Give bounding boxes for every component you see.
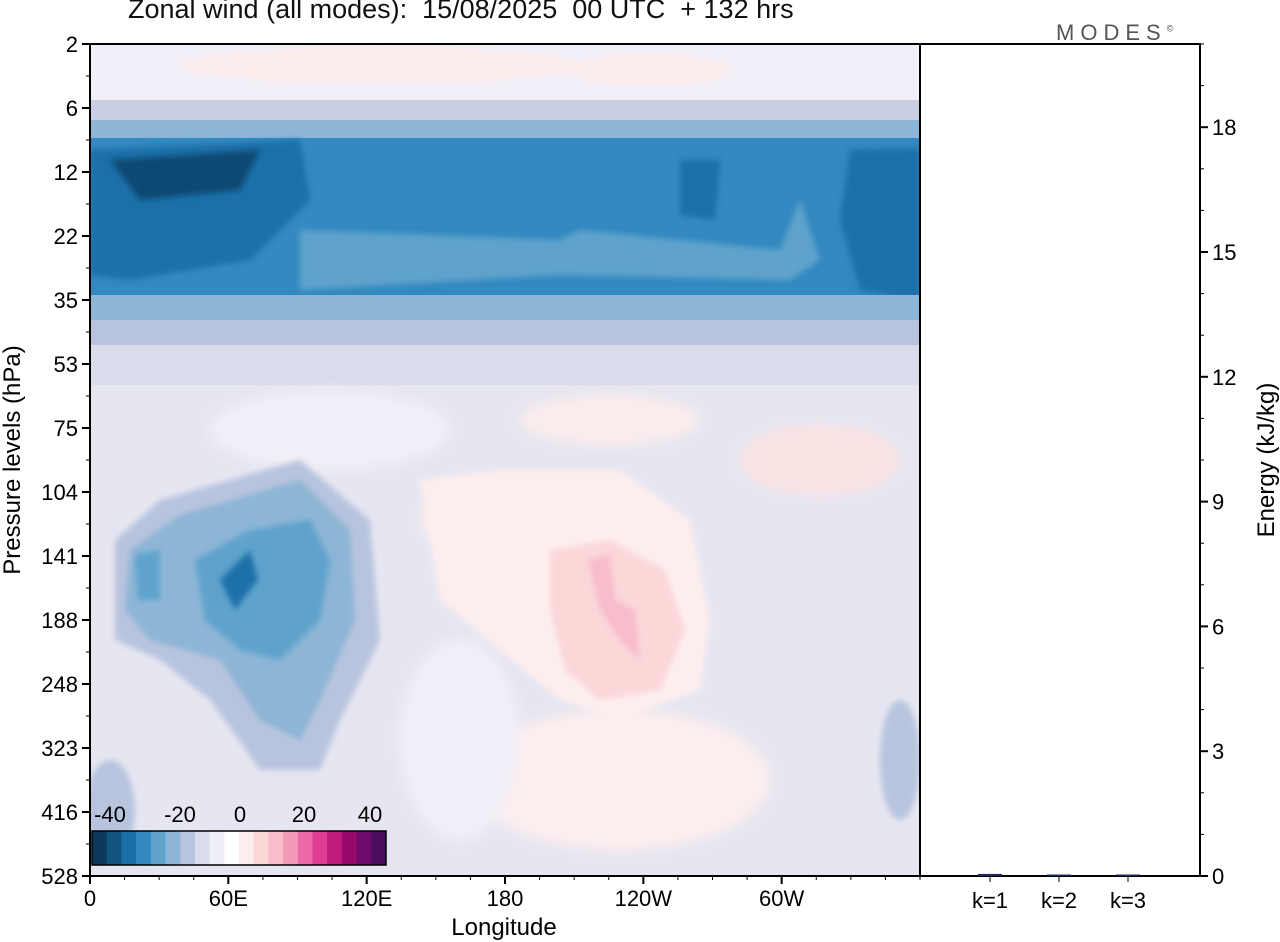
energy-tick-label: 15 bbox=[1212, 240, 1236, 265]
easterly-core-east bbox=[840, 148, 920, 300]
energy-bar bbox=[1047, 874, 1071, 876]
easterly-edge bbox=[300, 200, 820, 290]
colorbar-swatch bbox=[371, 831, 387, 865]
transition-band-2 bbox=[90, 120, 920, 140]
logo-text: MODES bbox=[1056, 20, 1167, 45]
colorbar-swatch bbox=[239, 831, 255, 865]
lower-easterly-patch bbox=[880, 700, 920, 820]
lower-pale-patch bbox=[400, 640, 520, 840]
mid-pale-region bbox=[210, 390, 450, 470]
colorbar-swatch bbox=[283, 831, 299, 865]
energy-tick-label: 18 bbox=[1212, 115, 1236, 140]
pressure-tick-label: 416 bbox=[41, 800, 78, 825]
colorbar-tick-label: 0 bbox=[234, 802, 246, 827]
colorbar-swatch bbox=[194, 831, 211, 865]
pressure-tick-label: 323 bbox=[41, 736, 78, 761]
pressure-tick-label: 22 bbox=[54, 224, 78, 249]
easterly-core-strong bbox=[110, 150, 260, 200]
colorbar-swatch bbox=[150, 831, 166, 865]
energy-tick-label: 0 bbox=[1212, 864, 1224, 889]
colorbar-swatch bbox=[356, 831, 372, 865]
colorbar-swatch bbox=[268, 831, 284, 865]
colorbar-swatch bbox=[165, 831, 181, 865]
colorbar-swatch bbox=[224, 831, 240, 865]
longitude-tick-label: 60E bbox=[209, 886, 248, 911]
easterly-patch-60w bbox=[680, 160, 720, 220]
colorbar-swatch bbox=[106, 831, 122, 865]
pressure-tick-label: 35 bbox=[54, 288, 78, 313]
colorbar-swatch bbox=[209, 831, 225, 865]
mid-westerly-patch-1 bbox=[520, 395, 700, 445]
colorbar-swatch bbox=[297, 831, 313, 865]
colorbar-tick-label: -20 bbox=[164, 802, 196, 827]
heatmap-panel bbox=[90, 44, 920, 876]
pressure-axis: 2 6 12 22 35 53 75 104 141 188 248 323 416 528 bbox=[41, 32, 90, 889]
pressure-tick-label: 53 bbox=[54, 352, 78, 377]
energy-frame bbox=[919, 43, 1201, 877]
x-axis-label: Longitude bbox=[451, 914, 556, 941]
modes-logo: MODES© bbox=[1056, 20, 1173, 46]
trop-easterly-core bbox=[220, 550, 258, 610]
longitude-tick-label: 120E bbox=[341, 886, 392, 911]
upper-westerly-patch-1 bbox=[180, 47, 580, 83]
pressure-tick-label: 141 bbox=[41, 544, 78, 569]
lower-transition-3 bbox=[90, 345, 920, 385]
colorbar-swatch bbox=[121, 831, 137, 865]
pressure-tick-label: 12 bbox=[54, 160, 78, 185]
colorbar-tick-label: 20 bbox=[292, 802, 316, 827]
lower-westerly-patch bbox=[470, 710, 770, 850]
energy-tick-label: 3 bbox=[1212, 739, 1224, 764]
colorbar-swatch bbox=[136, 831, 152, 865]
y-axis-label: Pressure levels (hPa) bbox=[0, 345, 26, 574]
energy-axis-label: Energy (kJ/kg) bbox=[1253, 383, 1280, 538]
trop-easterly-inner bbox=[195, 520, 330, 660]
longitude-tick-label: 60W bbox=[759, 886, 804, 911]
mid-westerly-patch-2 bbox=[740, 425, 900, 495]
pressure-tick-label: 6 bbox=[66, 96, 78, 121]
pressure-tick-label: 75 bbox=[54, 416, 78, 441]
chart-title: Zonal wind (all modes): 15/08/2025 00 UT… bbox=[128, 0, 794, 24]
energy-bar-label: k=3 bbox=[1110, 888, 1146, 913]
energy-tick-label: 6 bbox=[1212, 614, 1224, 639]
longitude-tick-label: 0 bbox=[84, 886, 96, 911]
pressure-tick-label: 528 bbox=[41, 864, 78, 889]
pressure-tick-label: 248 bbox=[41, 672, 78, 697]
westerly-max-core bbox=[588, 555, 640, 660]
energy-tick-label: 12 bbox=[1212, 365, 1236, 390]
pressure-tick-label: 188 bbox=[41, 608, 78, 633]
energy-bar-label: k=2 bbox=[1041, 888, 1077, 913]
logo-mark: © bbox=[1166, 23, 1174, 34]
colorbar-swatch bbox=[312, 831, 328, 865]
colorbar-frame bbox=[91, 830, 387, 866]
colorbar-swatch bbox=[253, 831, 269, 865]
energy-bars: k=1 k=2 k=3 bbox=[972, 873, 1146, 913]
colorbar-tick-label: -40 bbox=[94, 802, 126, 827]
colorbar-swatch bbox=[341, 831, 358, 865]
colorbar-swatch bbox=[327, 831, 343, 865]
energy-tick-label: 9 bbox=[1212, 490, 1224, 515]
pressure-tick-label: 2 bbox=[66, 32, 78, 57]
longitude-tick-label: 180 bbox=[487, 886, 524, 911]
colorbar-swatch bbox=[92, 831, 108, 865]
energy-bar bbox=[1116, 874, 1140, 876]
colorbar: -40 -20 0 20 40 bbox=[91, 802, 387, 866]
energy-axis: 0 3 6 9 12 15 18 bbox=[1200, 43, 1236, 889]
upper-westerly-patch-2 bbox=[570, 54, 730, 86]
colorbar-tick-label: 40 bbox=[358, 802, 382, 827]
colorbar-swatch bbox=[180, 831, 196, 865]
pressure-tick-label: 104 bbox=[41, 480, 78, 505]
longitude-axis: 0 60E 120E 180 120W 60W bbox=[84, 876, 921, 911]
longitude-tick-label: 120W bbox=[615, 886, 673, 911]
energy-bar bbox=[978, 873, 1002, 876]
trop-easterly-west bbox=[135, 550, 160, 600]
energy-bar-label: k=1 bbox=[972, 888, 1008, 913]
